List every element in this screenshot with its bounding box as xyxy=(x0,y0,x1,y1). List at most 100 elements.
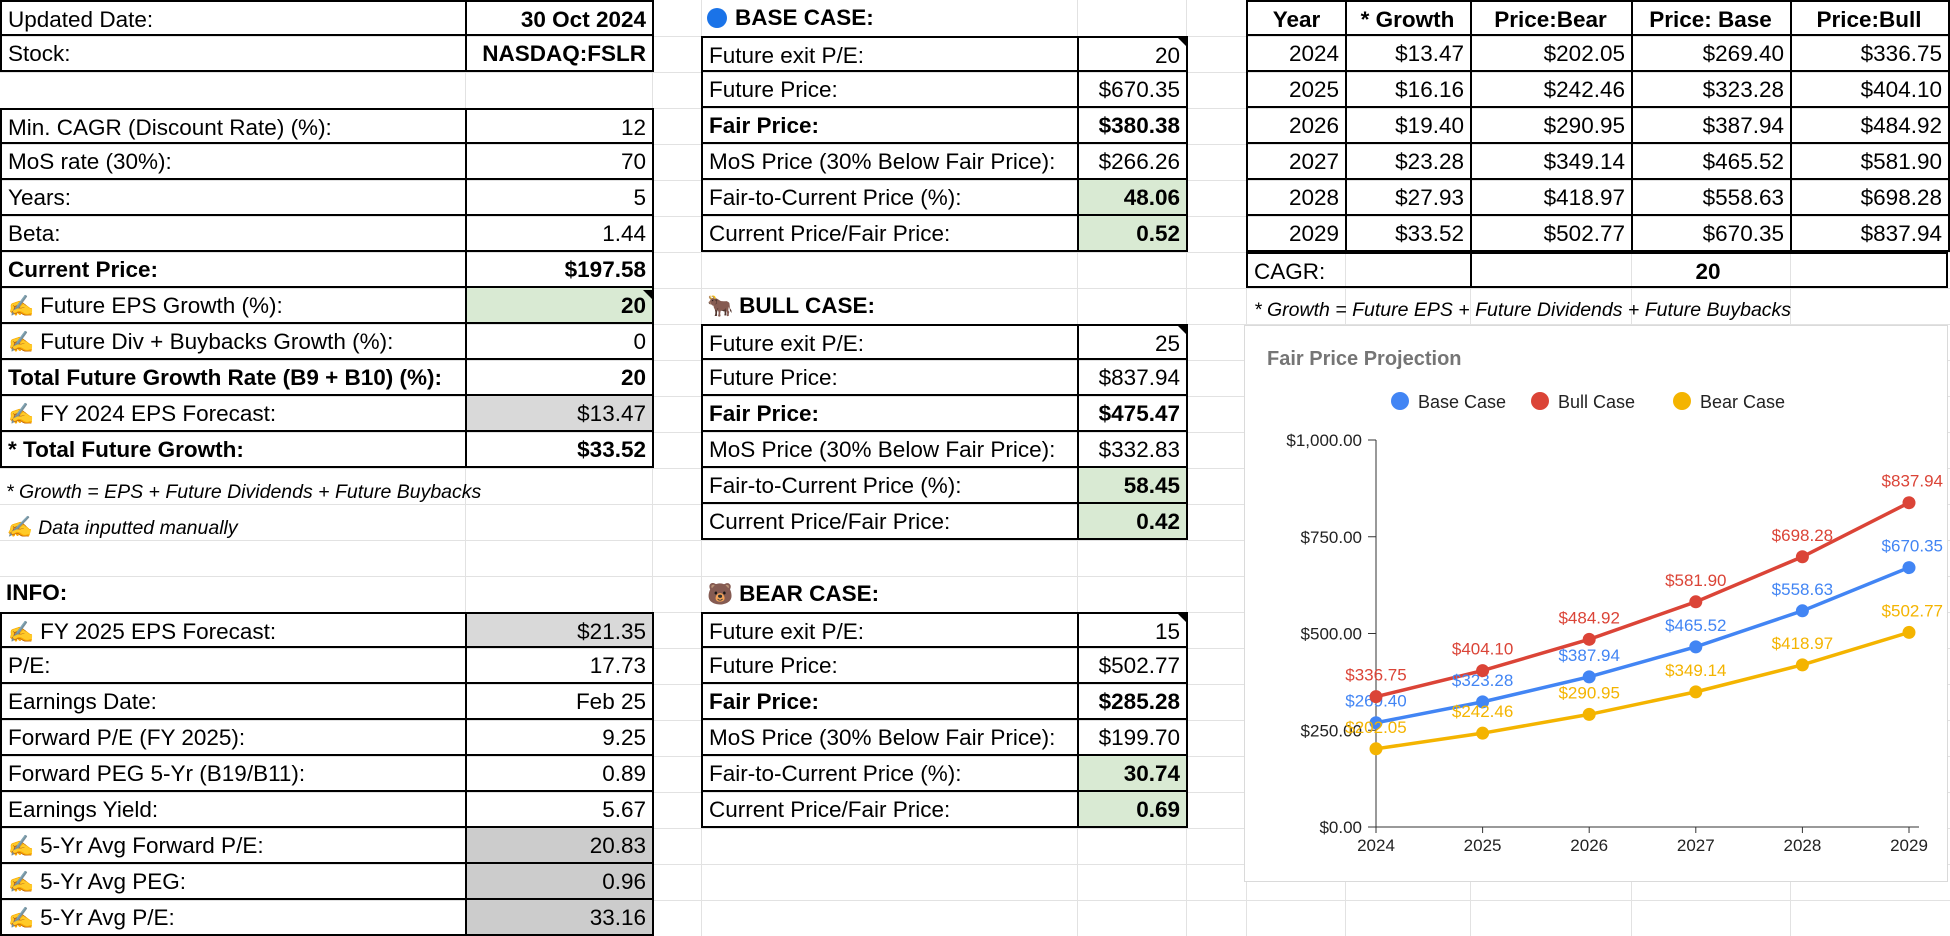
base-case-row-label[interactable]: Fair-to-Current Price (%): xyxy=(701,180,1079,216)
fair-price-chart[interactable]: Fair Price Projection Base Case Bull Case B… xyxy=(1244,325,1948,882)
bear-case-row-label[interactable]: Future Price: xyxy=(701,648,1079,684)
bear-case-row-value[interactable]: 15 xyxy=(1077,612,1188,648)
div-growth-label-cell[interactable]: ✍️ Future Div + Buybacks Growth (%): xyxy=(0,324,467,360)
bull-case-row-label[interactable]: Future Price: xyxy=(701,360,1079,396)
fy2024-eps-label-cell[interactable]: ✍️ FY 2024 EPS Forecast: xyxy=(0,396,467,432)
projection-cell[interactable]: $465.52 xyxy=(1631,144,1792,180)
bull-case-row-label[interactable]: Future exit P/E: xyxy=(701,324,1079,360)
eps-growth-label-cell[interactable]: ✍️ Future EPS Growth (%): xyxy=(0,288,467,324)
info-row-value[interactable]: 20.83 xyxy=(465,828,654,864)
bull-case-row-value[interactable]: $837.94 xyxy=(1077,360,1188,396)
projection-cell[interactable]: 2028 xyxy=(1246,180,1347,216)
base-case-row-label[interactable]: Future Price: xyxy=(701,72,1079,108)
years-value[interactable]: 5 xyxy=(465,180,654,216)
projection-cell[interactable]: $16.16 xyxy=(1345,72,1472,108)
bull-case-row-label[interactable]: Fair Price: xyxy=(701,396,1079,432)
stock-label[interactable]: Stock: xyxy=(0,36,467,72)
projection-cell[interactable]: $27.93 xyxy=(1345,180,1472,216)
bear-case-row-value[interactable]: 0.69 xyxy=(1077,792,1188,828)
projection-cell[interactable]: $290.95 xyxy=(1470,108,1633,144)
cagr-label[interactable]: CAGR: xyxy=(1246,252,1472,288)
eps-growth-value[interactable]: 20 xyxy=(465,288,654,324)
projection-cell[interactable]: $837.94 xyxy=(1790,216,1950,252)
base-case-row-label[interactable]: Future exit P/E: xyxy=(701,36,1079,72)
bear-case-row-label[interactable]: Future exit P/E: xyxy=(701,612,1079,648)
beta-value[interactable]: 1.44 xyxy=(465,216,654,252)
bear-case-row-label[interactable]: Current Price/Fair Price: xyxy=(701,792,1079,828)
projection-cell[interactable]: 2027 xyxy=(1246,144,1347,180)
projection-header[interactable]: Price:Bear xyxy=(1470,0,1633,36)
projection-cell[interactable]: $698.28 xyxy=(1790,180,1950,216)
bear-case-row-value[interactable]: $285.28 xyxy=(1077,684,1188,720)
projection-cell[interactable]: $558.63 xyxy=(1631,180,1792,216)
projection-cell[interactable]: $23.28 xyxy=(1345,144,1472,180)
bear-case-row-label[interactable]: MoS Price (30% Below Fair Price): xyxy=(701,720,1079,756)
base-case-row-value[interactable]: 20 xyxy=(1077,36,1188,72)
total-future-growth-label[interactable]: * Total Future Growth: xyxy=(0,432,467,468)
projection-cell[interactable]: $502.77 xyxy=(1470,216,1633,252)
bull-case-row-value[interactable]: 58.45 xyxy=(1077,468,1188,504)
base-case-row-value[interactable]: $670.35 xyxy=(1077,72,1188,108)
min-cagr-label[interactable]: Min. CAGR (Discount Rate) (%): xyxy=(0,108,467,144)
info-row-value[interactable]: 9.25 xyxy=(465,720,654,756)
projection-cell[interactable]: $581.90 xyxy=(1790,144,1950,180)
info-row-value[interactable]: 0.96 xyxy=(465,864,654,900)
projection-cell[interactable]: $387.94 xyxy=(1631,108,1792,144)
projection-cell[interactable]: $336.75 xyxy=(1790,36,1950,72)
projection-cell[interactable]: $404.10 xyxy=(1790,72,1950,108)
current-price-value[interactable]: $197.58 xyxy=(465,252,654,288)
projection-cell[interactable]: $670.35 xyxy=(1631,216,1792,252)
projection-header[interactable]: Year xyxy=(1246,0,1347,36)
updated-date-value[interactable]: 30 Oct 2024 xyxy=(465,0,654,36)
bull-case-row-value[interactable]: $332.83 xyxy=(1077,432,1188,468)
min-cagr-value[interactable]: 12 xyxy=(465,108,654,144)
base-case-row-label[interactable]: Current Price/Fair Price: xyxy=(701,216,1079,252)
projection-cell[interactable]: 2029 xyxy=(1246,216,1347,252)
years-label[interactable]: Years: xyxy=(0,180,467,216)
projection-header[interactable]: * Growth xyxy=(1345,0,1472,36)
info-row-label-cell[interactable]: Forward P/E (FY 2025): xyxy=(0,720,467,756)
projection-cell[interactable]: $13.47 xyxy=(1345,36,1472,72)
total-growth-rate-value[interactable]: 20 xyxy=(465,360,654,396)
bull-case-row-label[interactable]: Current Price/Fair Price: xyxy=(701,504,1079,540)
base-case-row-value[interactable]: $266.26 xyxy=(1077,144,1188,180)
info-row-value[interactable]: 5.67 xyxy=(465,792,654,828)
base-case-row-value[interactable]: $380.38 xyxy=(1077,108,1188,144)
projection-cell[interactable]: $323.28 xyxy=(1631,72,1792,108)
base-case-row-label[interactable]: Fair Price: xyxy=(701,108,1079,144)
projection-header[interactable]: Price:Bull xyxy=(1790,0,1950,36)
base-case-row-label[interactable]: MoS Price (30% Below Fair Price): xyxy=(701,144,1079,180)
fy2024-eps-value[interactable]: $13.47 xyxy=(465,396,654,432)
bear-case-row-value[interactable]: $199.70 xyxy=(1077,720,1188,756)
projection-cell[interactable]: $269.40 xyxy=(1631,36,1792,72)
base-case-row-value[interactable]: 48.06 xyxy=(1077,180,1188,216)
bear-case-row-value[interactable]: $502.77 xyxy=(1077,648,1188,684)
bull-case-row-value[interactable]: 0.42 xyxy=(1077,504,1188,540)
projection-cell[interactable]: $202.05 xyxy=(1470,36,1633,72)
projection-cell[interactable]: $242.46 xyxy=(1470,72,1633,108)
current-price-label[interactable]: Current Price: xyxy=(0,252,467,288)
info-row-value[interactable]: Feb 25 xyxy=(465,684,654,720)
info-row-label-cell[interactable]: Forward PEG 5-Yr (B19/B11): xyxy=(0,756,467,792)
bear-case-row-value[interactable]: 30.74 xyxy=(1077,756,1188,792)
div-growth-value[interactable]: 0 xyxy=(465,324,654,360)
stock-value[interactable]: NASDAQ:FSLR xyxy=(465,36,654,72)
projection-cell[interactable]: $484.92 xyxy=(1790,108,1950,144)
total-future-growth-value[interactable]: $33.52 xyxy=(465,432,654,468)
updated-date-label[interactable]: Updated Date: xyxy=(0,0,467,36)
info-row-value[interactable]: 0.89 xyxy=(465,756,654,792)
info-row-label-cell[interactable]: P/E: xyxy=(0,648,467,684)
info-row-label-cell[interactable]: ✍️ 5-Yr Avg PEG: xyxy=(0,864,467,900)
info-row-label-cell[interactable]: Earnings Date: xyxy=(0,684,467,720)
info-row-value[interactable]: 17.73 xyxy=(465,648,654,684)
info-row-value[interactable]: $21.35 xyxy=(465,612,654,648)
info-row-label-cell[interactable]: ✍️ FY 2025 EPS Forecast: xyxy=(0,612,467,648)
projection-cell[interactable]: 2024 xyxy=(1246,36,1347,72)
mos-rate-value[interactable]: 70 xyxy=(465,144,654,180)
projection-header[interactable]: Price: Base xyxy=(1631,0,1792,36)
bear-case-row-label[interactable]: Fair-to-Current Price (%): xyxy=(701,756,1079,792)
bull-case-row-label[interactable]: Fair-to-Current Price (%): xyxy=(701,468,1079,504)
base-case-row-value[interactable]: 0.52 xyxy=(1077,216,1188,252)
bull-case-row-label[interactable]: MoS Price (30% Below Fair Price): xyxy=(701,432,1079,468)
info-row-label-cell[interactable]: ✍️ 5-Yr Avg P/E: xyxy=(0,900,467,936)
